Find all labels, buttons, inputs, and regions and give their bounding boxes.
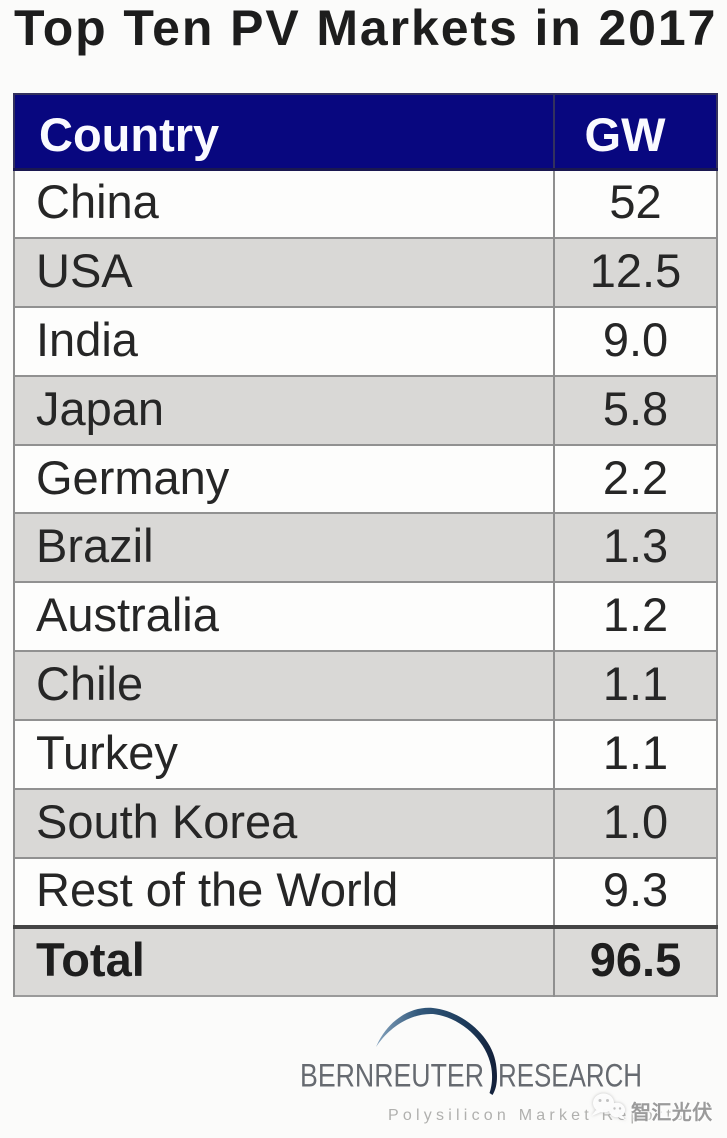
svg-text:BERNREUTER: BERNREUTER — [300, 1058, 484, 1094]
svg-text:RESEARCH: RESEARCH — [498, 1058, 642, 1094]
